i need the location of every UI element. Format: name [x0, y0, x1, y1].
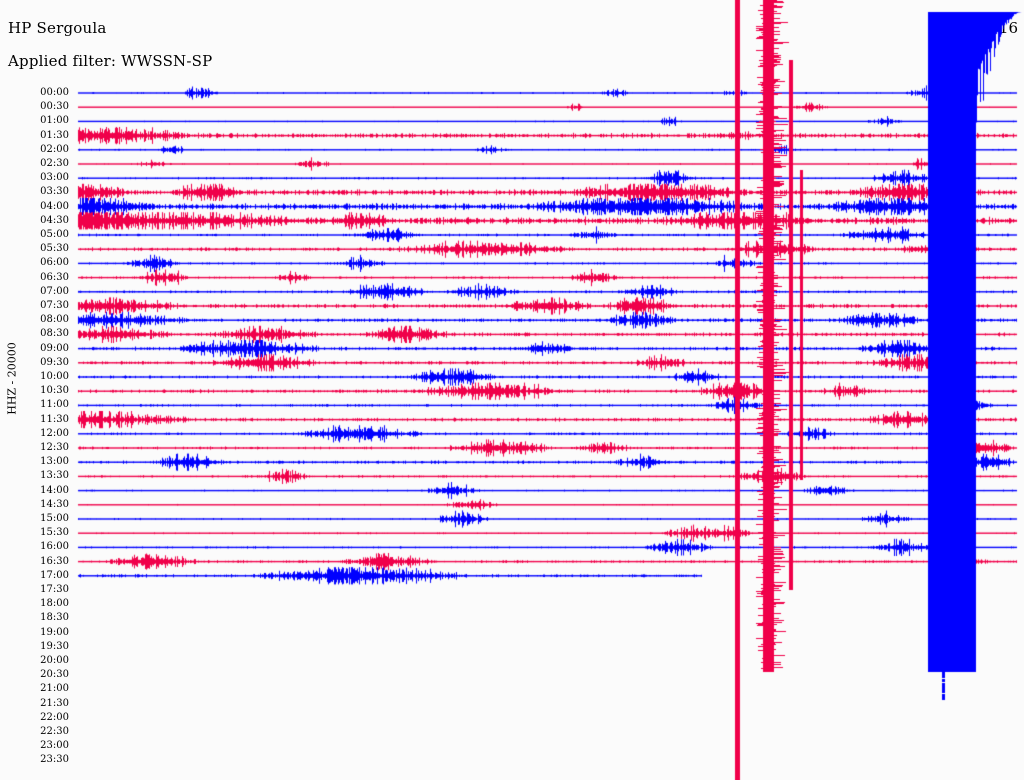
seismogram-page: HP Sergoula Applied filter: WWSSN-SP 201…: [0, 0, 1024, 780]
seismogram-plot: [0, 0, 1024, 780]
